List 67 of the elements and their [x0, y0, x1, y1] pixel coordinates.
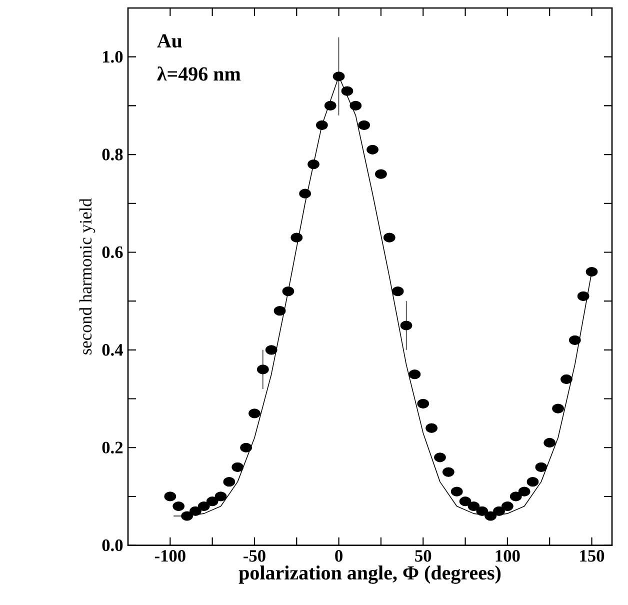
point — [324, 100, 336, 110]
point — [434, 452, 446, 462]
point — [248, 408, 260, 418]
point — [366, 144, 378, 154]
x-axis-title: polarization angle, Φ (degrees) — [238, 566, 501, 584]
point — [240, 442, 252, 452]
point — [392, 286, 404, 296]
point — [383, 232, 396, 242]
point — [290, 232, 303, 242]
point — [190, 506, 202, 516]
point — [560, 374, 572, 384]
point — [308, 159, 320, 170]
point — [299, 188, 312, 198]
annotation: Au — [157, 34, 182, 48]
point — [535, 462, 548, 472]
point — [223, 477, 236, 487]
x-tick-label: 150 — [580, 550, 604, 562]
y-tick-label: 1.0 — [103, 50, 123, 63]
y-tick-label: 0.2 — [102, 442, 123, 454]
point — [493, 506, 505, 516]
point — [544, 438, 556, 448]
point — [198, 501, 210, 512]
point — [552, 404, 564, 414]
point — [450, 486, 463, 496]
point — [442, 467, 454, 477]
point — [358, 120, 370, 130]
x-tick-label: 50 — [415, 550, 432, 562]
point — [400, 320, 412, 330]
point — [172, 501, 185, 512]
x-tick-label: 100 — [496, 550, 520, 562]
point — [332, 72, 345, 82]
point — [476, 506, 488, 516]
point — [256, 364, 269, 374]
point — [568, 335, 581, 345]
point — [232, 462, 244, 472]
point — [274, 306, 286, 316]
point — [181, 511, 193, 521]
x-tick-label: -100 — [154, 550, 186, 562]
point — [426, 423, 438, 433]
point — [408, 370, 421, 380]
point — [510, 492, 522, 502]
y-tick-label: 0.4 — [102, 344, 123, 356]
point — [484, 511, 497, 521]
y-tick-label: 0.8 — [102, 148, 123, 160]
point — [586, 266, 598, 277]
point — [214, 492, 227, 502]
point — [206, 496, 218, 506]
x-tick-label: -50 — [244, 550, 266, 562]
annotation: λ=496 nm — [157, 66, 241, 81]
point — [375, 169, 387, 179]
point — [164, 492, 176, 502]
point — [282, 286, 294, 296]
y-axis-title: second harmonic yield — [79, 198, 96, 354]
point — [459, 496, 472, 506]
x-tick-label: 0 — [335, 550, 342, 562]
point — [468, 501, 480, 512]
point — [502, 501, 514, 512]
point — [316, 120, 328, 130]
point — [341, 86, 354, 96]
point — [518, 486, 530, 496]
point — [350, 100, 362, 110]
y-tick-label: 0.6 — [102, 246, 123, 258]
point — [265, 345, 278, 355]
y-tick-label: 0.0 — [102, 539, 123, 552]
point — [526, 477, 539, 487]
point — [417, 398, 430, 408]
point — [577, 291, 590, 301]
